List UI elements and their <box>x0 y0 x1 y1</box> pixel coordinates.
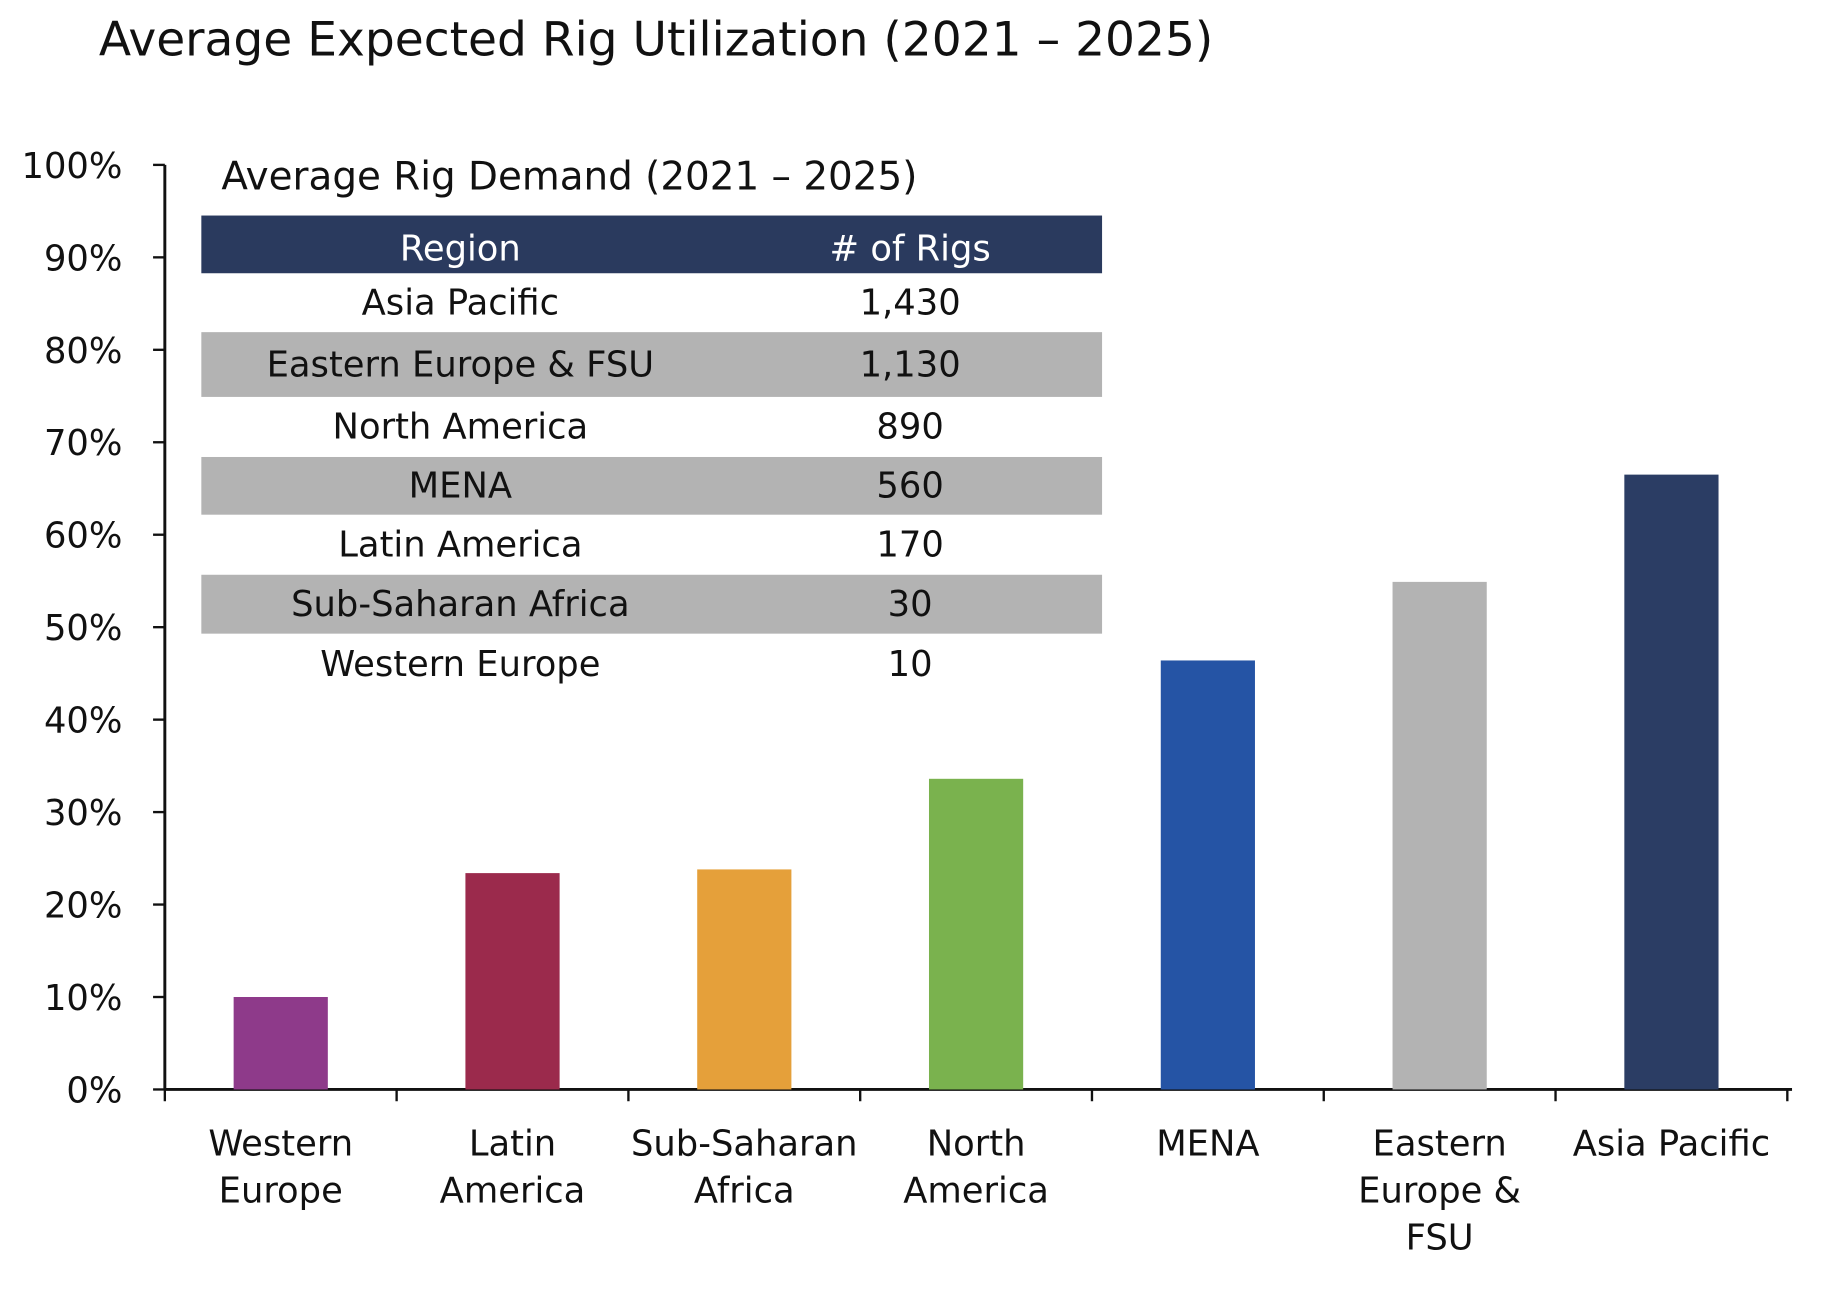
y-tick-label: 90% <box>44 238 122 279</box>
table-cell-rigs: 1,130 <box>860 344 961 385</box>
table-cell-region: Eastern Europe & FSU <box>267 344 654 385</box>
bar <box>928 778 1024 1090</box>
table-cell-region: Asia Pacific <box>362 282 559 323</box>
y-tick-label: 70% <box>44 423 122 464</box>
x-tick-label: FSU <box>1406 1218 1474 1259</box>
table-cell-region: Western Europe <box>320 644 600 685</box>
y-tick-label: 40% <box>44 701 122 742</box>
x-tick-label: Europe <box>219 1171 343 1212</box>
x-tick-label: MENA <box>1156 1123 1259 1164</box>
x-tick-label: Asia Pacific <box>1573 1123 1770 1164</box>
x-tick-label: America <box>903 1171 1049 1212</box>
y-tick-label: 20% <box>44 885 122 926</box>
table-row-stripe <box>201 332 1103 397</box>
x-tick-label: America <box>440 1171 586 1212</box>
y-tick-label: 50% <box>44 608 122 649</box>
chart-title: Average Expected Rig Utilization (2021 –… <box>99 12 1213 67</box>
x-tick-label: Africa <box>694 1171 795 1212</box>
y-tick-label: 100% <box>21 146 122 187</box>
table-cell-rigs: 170 <box>876 525 943 566</box>
inset-table-title: Average Rig Demand (2021 – 2025) <box>221 155 917 200</box>
x-tick-labels: Western Europe Latin America Sub-Saharan Afri… <box>208 1123 1770 1258</box>
table-row-stripe <box>201 456 1103 515</box>
y-tick-label: 0% <box>66 1070 122 1111</box>
bar <box>465 873 560 1090</box>
bar <box>1160 660 1255 1090</box>
table-row-stripe <box>201 574 1103 634</box>
table-cell-region: Latin America <box>338 525 582 566</box>
bar <box>233 997 328 1090</box>
y-tick-label: 80% <box>44 331 122 372</box>
table-cell-rigs: 10 <box>888 644 933 685</box>
table-cell-rigs: 30 <box>888 584 933 625</box>
x-tick-label: Latin <box>469 1123 556 1164</box>
table-cell-region: North America <box>333 407 589 448</box>
axes: 0% 10% 20% 30% 40% 50% 60% 70% 80% 90% 100% <box>21 146 1793 1111</box>
y-tick-label: 10% <box>44 978 122 1019</box>
inset-table: Average Rig Demand (2021 – 2025) Region # … <box>201 155 1103 685</box>
bar <box>1624 474 1719 1090</box>
table-cell-region: MENA <box>409 466 512 507</box>
x-tick-label: Europe & <box>1358 1171 1521 1212</box>
table-cell-rigs: 1,430 <box>860 282 961 323</box>
y-tick-label: 30% <box>44 793 122 834</box>
x-tick-label: Eastern <box>1373 1123 1507 1164</box>
y-tick-label: 60% <box>44 516 122 557</box>
bar <box>1392 581 1487 1090</box>
x-tick-label: Sub-Saharan <box>631 1123 858 1164</box>
x-tick-label: North <box>927 1123 1026 1164</box>
column-header-rigs: # of Rigs <box>830 228 991 269</box>
column-header-region: Region <box>400 228 521 269</box>
table-cell-rigs: 560 <box>876 466 943 507</box>
table-cell-rigs: 890 <box>876 407 943 448</box>
x-tick-label: Western <box>208 1123 353 1164</box>
bar <box>697 869 792 1090</box>
table-header <box>201 215 1103 274</box>
table-cell-region: Sub-Saharan Africa <box>291 584 629 625</box>
bars <box>233 474 1719 1090</box>
